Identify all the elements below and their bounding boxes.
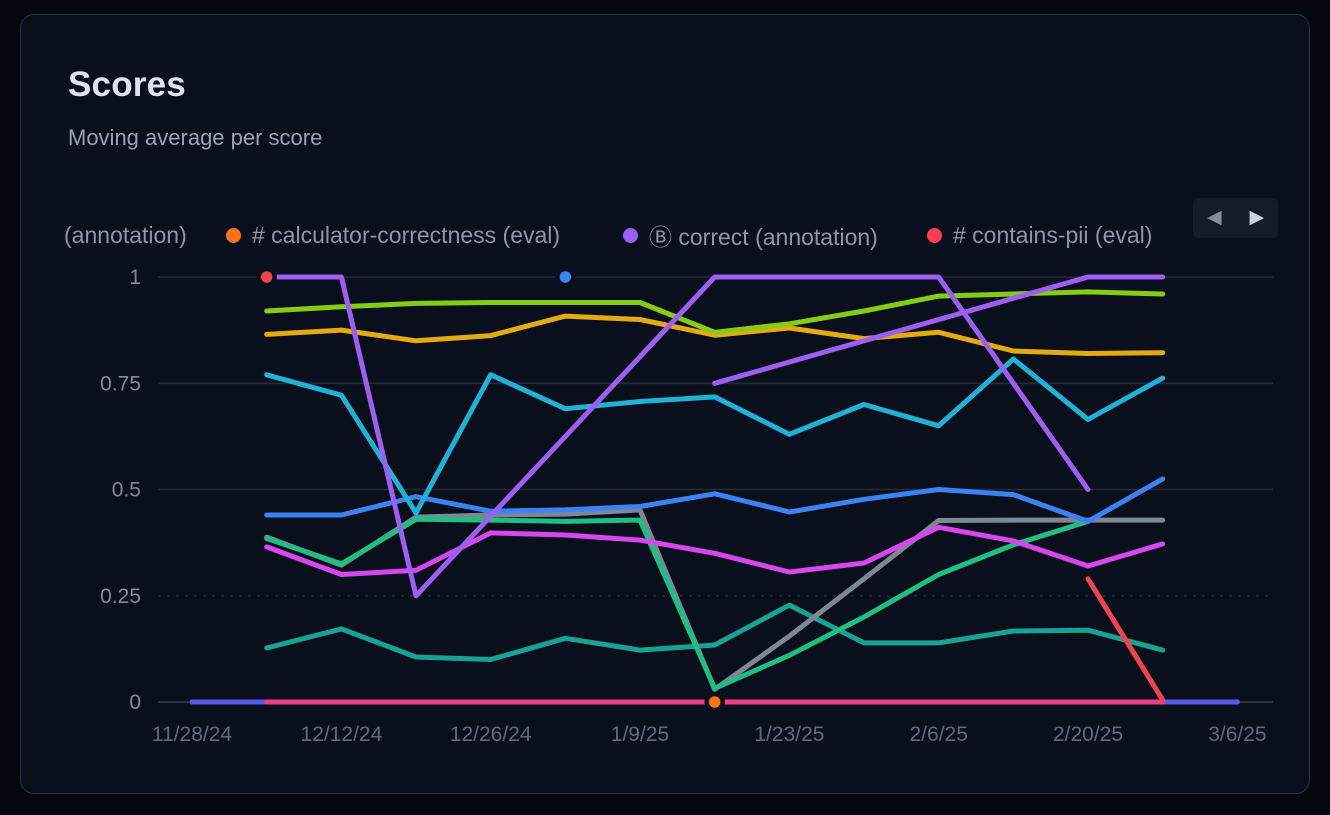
page-subtitle: Moving average per score [68, 125, 323, 150]
series-teal [264, 602, 1166, 662]
x-axis-labels: 11/28/24 12/12/24 12/26/24 1/9/25 1/23/25 2/6… [152, 723, 1267, 746]
series-cyan [264, 356, 1166, 516]
legend-dot-purple-icon [623, 227, 638, 243]
series-lime [264, 289, 1166, 335]
x-tick-label: 2/20/25 [1053, 723, 1123, 746]
y-tick-label: 0.75 [100, 372, 141, 395]
series-purple-b [712, 274, 1166, 386]
x-tick-label: 1/9/25 [611, 723, 669, 746]
scores-card: Scores Moving average per score (annotat… [20, 14, 1310, 794]
x-tick-label: 2/6/25 [910, 723, 968, 746]
legend-dot-red-icon [927, 227, 942, 243]
page-title: Scores [68, 65, 186, 104]
legend-dot-orange-icon [226, 227, 241, 243]
x-tick-label: 12/12/24 [301, 723, 383, 746]
marker-blue-point[interactable] [555, 266, 576, 288]
series-amber [264, 313, 1166, 356]
legend-item-contains-pii[interactable]: # contains-pii (eval) [927, 221, 1152, 249]
y-tick-label: 1 [129, 266, 141, 289]
legend-item-annotation-truncated[interactable]: (annotation) [64, 221, 187, 249]
legend-item-label: # calculator-correctness (eval) [252, 221, 561, 248]
x-tick-label: 12/26/24 [450, 723, 532, 746]
x-tick-label: 11/28/24 [152, 723, 233, 746]
chevron-left-icon: ◀ [1206, 207, 1222, 228]
chevron-right-icon: ▶ [1249, 207, 1265, 228]
legend-item-label: (annotation) [64, 221, 187, 248]
legend-prev-button[interactable]: ◀ [1193, 198, 1236, 238]
marker-orange-point[interactable] [704, 691, 725, 713]
y-tick-label: 0.5 [112, 479, 141, 502]
legend-item-correct-annotation[interactable]: Ⓑ correct (annotation) [623, 221, 878, 250]
series-emerald [264, 516, 1091, 691]
y-tick-label: 0 [129, 691, 141, 714]
series-blue [264, 476, 1166, 524]
legend-item-label: # contains-pii (eval) [953, 221, 1153, 248]
marker-red-point[interactable] [256, 266, 277, 288]
x-tick-label: 3/6/25 [1208, 723, 1266, 746]
legend-item-label: Ⓑ correct (annotation) [649, 224, 878, 250]
y-tick-label: 0.25 [100, 585, 141, 608]
x-tick-label: 1/23/25 [754, 723, 824, 746]
series-red [1085, 576, 1166, 703]
series-purple-a [264, 274, 1091, 599]
series-magenta [264, 524, 1166, 577]
legend-scroll-buttons: ◀ ▶ [1193, 198, 1278, 238]
legend-next-button[interactable]: ▶ [1236, 198, 1279, 238]
legend-item-calculator-correctness[interactable]: # calculator-correctness (eval) [226, 221, 560, 249]
